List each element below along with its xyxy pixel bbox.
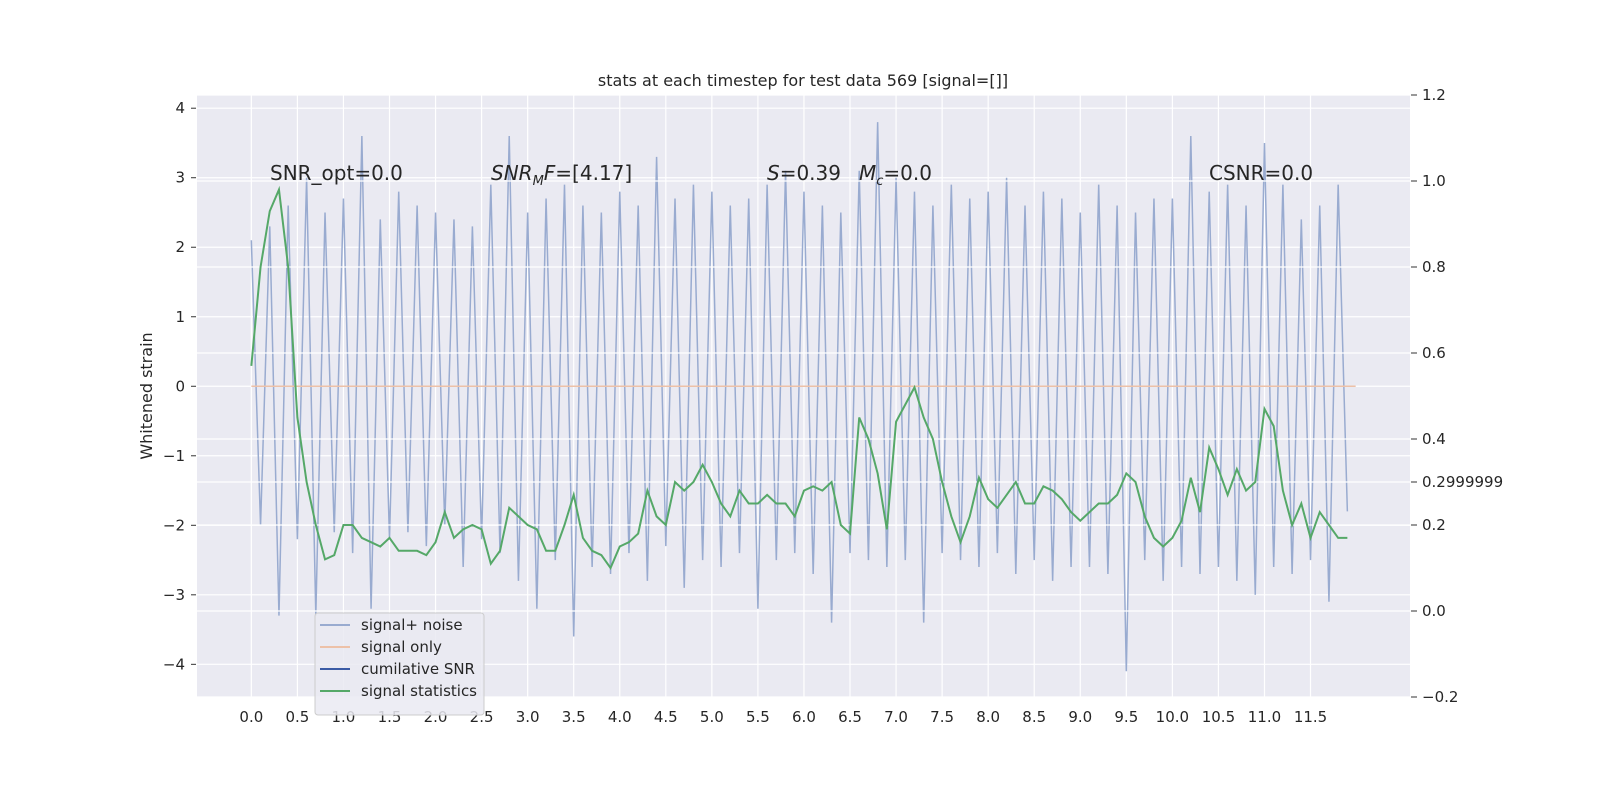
annotation: S=0.39: [767, 161, 841, 185]
y-axis-label: Whitened strain: [137, 332, 156, 459]
y2-tick-label: 1.2: [1422, 86, 1446, 104]
annotation-part: F: [544, 161, 556, 185]
x-tick-label: 7.0: [884, 708, 908, 726]
legend-label: cumilative SNR: [361, 660, 475, 678]
x-tick-label: 8.5: [1022, 708, 1046, 726]
x-tick-label: 9.5: [1114, 708, 1138, 726]
annotation: Mc=0.0: [859, 161, 932, 189]
x-tick-label: 5.0: [700, 708, 724, 726]
legend-label: signal only: [361, 638, 442, 656]
annotation-part: =0.39: [780, 161, 841, 185]
y-tick-label: 3: [175, 169, 185, 187]
y2-tick-label: 0.8: [1422, 258, 1446, 276]
legend-box: [314, 612, 485, 716]
annotation: SNRMF=[4.17]: [491, 161, 632, 189]
annotation: SNR_opt=0.0: [270, 161, 403, 185]
legend-label: signal statistics: [361, 682, 477, 700]
x-tick-label: 9.0: [1068, 708, 1092, 726]
annotation-part: S: [767, 161, 780, 185]
annotation-part: SNR: [491, 161, 533, 185]
series-line: [250, 122, 1349, 672]
y-tick-label: −3: [163, 586, 185, 604]
x-tick-label: 0.5: [285, 708, 309, 726]
annotation-part: M: [533, 174, 544, 189]
y-tick-label: 1: [175, 308, 185, 326]
x-tick-label: 7.5: [930, 708, 954, 726]
x-tick-label: 8.0: [976, 708, 1000, 726]
y-tick-label: 4: [175, 99, 185, 117]
x-tick-label: 11.0: [1248, 708, 1281, 726]
y2-tick-label: −0.2: [1422, 688, 1458, 706]
x-tick-label: 3.0: [516, 708, 540, 726]
annotation: CSNR=0.0: [1209, 161, 1313, 185]
chart-title: stats at each timestep for test data 569…: [598, 71, 1008, 90]
annotation-part: =0.0: [883, 161, 932, 185]
annotation-part: c: [876, 174, 883, 189]
annotation-part: =[4.17]: [555, 161, 632, 185]
x-tick-label: 3.5: [562, 708, 586, 726]
y-tick-label: −1: [163, 447, 185, 465]
y-tick-label: −2: [163, 516, 185, 534]
y2-tick-label: 1.0: [1422, 172, 1446, 190]
x-tick-label: 6.5: [838, 708, 862, 726]
y-tick-label: 0: [175, 377, 185, 395]
x-tick-label: 10.5: [1202, 708, 1235, 726]
x-tick-label: 0.0: [239, 708, 263, 726]
y2-tick-label: 0.6: [1422, 344, 1446, 362]
annotation-part: CSNR=0.0: [1209, 161, 1313, 185]
y2-tick-label: 0.4: [1422, 430, 1446, 448]
y2-tick-label: 0.2: [1422, 516, 1446, 534]
y2-tick-label: 0.0: [1422, 602, 1446, 620]
legend-label: signal+ noise: [361, 616, 463, 634]
y-tick-label: 2: [175, 238, 185, 256]
x-tick-label: 4.0: [608, 708, 632, 726]
x-tick-label: 11.5: [1294, 708, 1327, 726]
x-tick-label: 6.0: [792, 708, 816, 726]
x-tick-label: 10.0: [1156, 708, 1189, 726]
annotation-part: M: [859, 161, 876, 185]
x-tick-label: 4.5: [654, 708, 678, 726]
series-line: [250, 185, 1348, 571]
annotation-part: SNR_opt=0.0: [270, 161, 403, 185]
x-tick-label: 5.5: [746, 708, 770, 726]
y-tick-label: −4: [163, 655, 185, 673]
y2-tick-label: 0.2999999: [1422, 473, 1503, 491]
